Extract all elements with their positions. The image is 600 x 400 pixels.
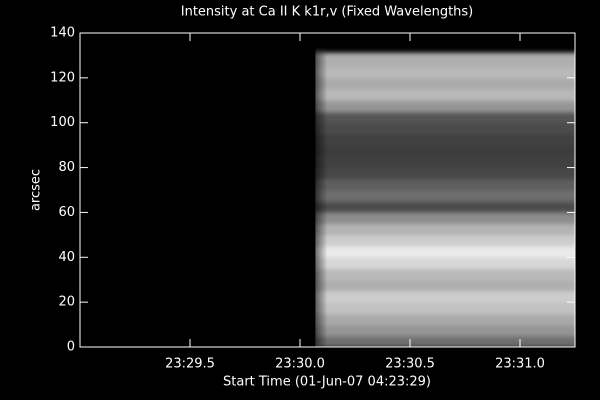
y-tick-label: 80: [58, 160, 75, 175]
intensity-band: [315, 290, 575, 303]
intensity-band: [315, 189, 575, 202]
x-axis-label: Start Time (01-Jun-07 04:23:29): [223, 375, 431, 390]
intensity-band: [315, 245, 575, 258]
chart-title: Intensity at Ca II K k1r,v (Fixed Wavele…: [181, 5, 474, 20]
intensity-band: [315, 66, 575, 79]
intensity-band: [315, 211, 575, 225]
y-tick-label: 120: [50, 70, 75, 85]
y-tick-label: 40: [58, 250, 75, 265]
intensity-band: [315, 312, 575, 326]
intensity-band: [315, 279, 575, 292]
intensity-band: [315, 223, 575, 236]
y-tick-label: 0: [67, 340, 75, 355]
intensity-band: [315, 200, 575, 213]
intensity-band: [315, 99, 575, 112]
intensity-band: [315, 178, 575, 191]
edge-fade: [305, 33, 328, 347]
intensity-band: [315, 335, 575, 347]
y-tick-label: 100: [50, 115, 75, 130]
image: [305, 33, 575, 347]
y-tick-label: 60: [58, 205, 75, 220]
plot-frame: [79, 32, 576, 348]
intensity-band: [315, 144, 575, 157]
intensity-band: [315, 88, 575, 101]
x-tick-label: 23:29.5: [165, 357, 215, 372]
intensity-band: [315, 324, 575, 337]
axes: 0 20 40 60 80 100 120 140 23:29.5 23:30.0 23:30.5 2…: [50, 26, 576, 372]
y-tick-label: 20: [58, 295, 75, 310]
y-tick-label: 140: [50, 26, 75, 41]
intensity-band: [315, 256, 575, 269]
intensity-band: [315, 122, 575, 135]
intensity-band: [315, 133, 575, 146]
intensity-band: [315, 52, 575, 68]
intensity-band: [315, 111, 575, 124]
x-tick-label: 23:31.0: [495, 357, 545, 372]
intensity-band: [315, 268, 575, 281]
x-tick-label: 23:30.5: [385, 357, 435, 372]
intensity-band: [315, 234, 575, 247]
intensity-band: [315, 155, 575, 169]
intensity-band: [315, 167, 575, 180]
intensity-band: [315, 77, 575, 90]
y-axis-label: arcsec: [29, 169, 44, 211]
intensity-band: [315, 301, 575, 314]
x-tick-label: 23:30.0: [275, 357, 325, 372]
